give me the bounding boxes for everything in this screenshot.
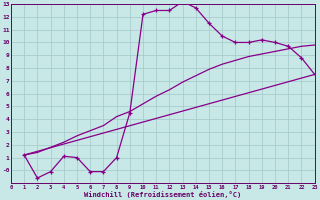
X-axis label: Windchill (Refroidissement éolien,°C): Windchill (Refroidissement éolien,°C) — [84, 191, 242, 198]
